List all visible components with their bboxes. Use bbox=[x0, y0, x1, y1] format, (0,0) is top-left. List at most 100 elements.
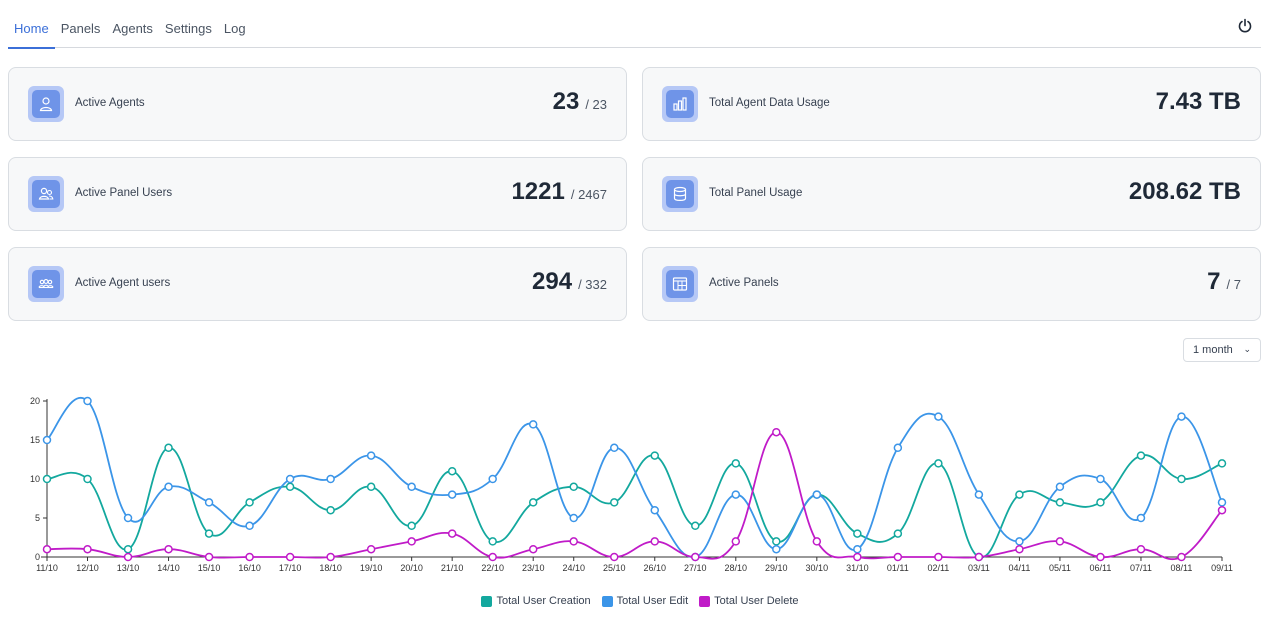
data-point bbox=[164, 544, 173, 554]
power-icon[interactable] bbox=[1237, 18, 1253, 34]
stat-card-active-agents: Active Agents 23 / 23 bbox=[8, 67, 627, 141]
data-point bbox=[204, 552, 214, 562]
data-point bbox=[326, 505, 335, 515]
x-tick-label: 31/10 bbox=[846, 563, 869, 573]
data-point bbox=[650, 451, 660, 460]
stat-value: 1221 / 2467 bbox=[511, 178, 607, 206]
data-point bbox=[1217, 459, 1227, 468]
data-point bbox=[164, 443, 173, 453]
data-point bbox=[488, 474, 497, 484]
time-range-value: 1 month bbox=[1193, 344, 1233, 356]
data-point bbox=[812, 537, 822, 546]
data-point bbox=[893, 529, 903, 538]
data-point bbox=[285, 482, 295, 492]
y-tick-label: 15 bbox=[30, 435, 40, 445]
x-tick-label: 05/11 bbox=[1049, 563, 1071, 573]
tab-agents[interactable]: Agents bbox=[112, 20, 153, 36]
panel-grid-icon bbox=[672, 277, 688, 291]
legend-item-delete[interactable]: Total User Delete bbox=[699, 595, 799, 607]
x-tick-label: 19/10 bbox=[360, 563, 383, 573]
stat-value-main: 7.43 TB bbox=[1155, 88, 1241, 115]
stat-value-main: 1221 bbox=[511, 178, 565, 205]
x-tick-label: 01/11 bbox=[887, 563, 909, 573]
data-point bbox=[83, 544, 92, 554]
legend-item-creation[interactable]: Total User Creation bbox=[481, 595, 591, 607]
data-point bbox=[772, 537, 781, 546]
data-point bbox=[691, 521, 700, 531]
legend-label: Total User Creation bbox=[496, 595, 591, 607]
stat-value: 7 / 7 bbox=[1207, 268, 1241, 296]
stat-card-agent-data-usage: Total Agent Data Usage 7.43 TB bbox=[642, 67, 1261, 141]
data-point bbox=[528, 544, 538, 554]
stat-card-panel-usage: Total Panel Usage 208.62 TB bbox=[642, 157, 1261, 231]
data-point bbox=[42, 435, 52, 445]
data-point bbox=[691, 552, 700, 562]
top-nav: Home Panels Agents Settings Log bbox=[8, 8, 1261, 49]
x-tick-label: 25/10 bbox=[603, 563, 626, 573]
stat-label: Active Agent users bbox=[75, 277, 171, 289]
x-tick-label: 26/10 bbox=[643, 563, 666, 573]
data-point bbox=[569, 513, 578, 523]
data-point bbox=[1136, 544, 1146, 554]
tab-panels[interactable]: Panels bbox=[60, 20, 101, 36]
data-point bbox=[609, 498, 619, 507]
data-point bbox=[447, 529, 457, 538]
data-point bbox=[407, 482, 416, 492]
data-point bbox=[853, 544, 862, 554]
nav-tabs: Home Panels Agents Settings Log bbox=[8, 8, 252, 49]
activity-line-chart: 0 5 10 15 20 11/10 12/10 13/10 14/10 15/10 16/10 17… bbox=[30, 396, 1233, 573]
data-point bbox=[42, 474, 52, 484]
data-point bbox=[650, 537, 660, 546]
x-tick-label: 24/10 bbox=[562, 563, 585, 573]
data-point bbox=[407, 537, 416, 546]
stat-card-active-agent-users: Active Agent users 294 / 332 bbox=[8, 247, 627, 321]
data-point bbox=[1055, 498, 1065, 507]
stat-value-total: / 2467 bbox=[570, 187, 607, 202]
data-point bbox=[528, 498, 538, 507]
data-point bbox=[1015, 537, 1024, 546]
data-point bbox=[853, 552, 862, 562]
stat-value: 7.43 TB bbox=[1156, 88, 1241, 116]
data-point bbox=[326, 552, 335, 562]
x-tick-label: 21/10 bbox=[441, 563, 464, 573]
data-point bbox=[1015, 544, 1024, 554]
x-tick-label: 30/10 bbox=[806, 563, 829, 573]
stat-value: 208.62 TB bbox=[1129, 178, 1241, 206]
x-tick-label: 12/10 bbox=[76, 563, 99, 573]
data-point bbox=[366, 544, 376, 554]
data-point bbox=[407, 521, 416, 531]
stat-label: Active Panel Users bbox=[75, 187, 173, 199]
data-point bbox=[650, 505, 660, 515]
group-icon-box bbox=[28, 266, 64, 302]
data-point bbox=[1136, 451, 1146, 460]
data-point bbox=[123, 552, 133, 562]
tab-log[interactable]: Log bbox=[223, 20, 246, 36]
stat-value: 23 / 23 bbox=[553, 88, 607, 116]
legend-item-edit[interactable]: Total User Edit bbox=[601, 595, 689, 607]
x-tick-label: 03/11 bbox=[968, 563, 990, 573]
chart-legend: Total User Creation Total User Edit Tota… bbox=[0, 595, 1280, 607]
data-point bbox=[1055, 482, 1065, 492]
bar-chart-icon-box bbox=[662, 86, 698, 122]
data-point bbox=[893, 443, 903, 453]
legend-label: Total User Edit bbox=[616, 595, 689, 607]
data-point bbox=[366, 482, 376, 492]
time-range-select[interactable]: 1 month ⌄ bbox=[1183, 338, 1261, 362]
x-tick-label: 17/10 bbox=[279, 563, 302, 573]
x-tick-label: 07/11 bbox=[1130, 563, 1152, 573]
data-point bbox=[1015, 490, 1024, 499]
tab-settings[interactable]: Settings bbox=[164, 20, 212, 36]
tab-home[interactable]: Home bbox=[8, 8, 55, 49]
data-point bbox=[83, 474, 92, 484]
x-tick-label: 04/11 bbox=[1008, 563, 1030, 573]
data-point bbox=[123, 513, 133, 523]
stat-label: Total Panel Usage bbox=[709, 187, 803, 199]
data-point bbox=[42, 544, 52, 554]
data-point bbox=[609, 443, 619, 453]
series-line-0 bbox=[46, 446, 1223, 558]
data-point bbox=[731, 490, 741, 499]
x-tick-label: 23/10 bbox=[522, 563, 545, 573]
data-point bbox=[245, 552, 254, 562]
x-tick-label: 15/10 bbox=[198, 563, 221, 573]
stat-value-total: / 23 bbox=[585, 97, 607, 112]
